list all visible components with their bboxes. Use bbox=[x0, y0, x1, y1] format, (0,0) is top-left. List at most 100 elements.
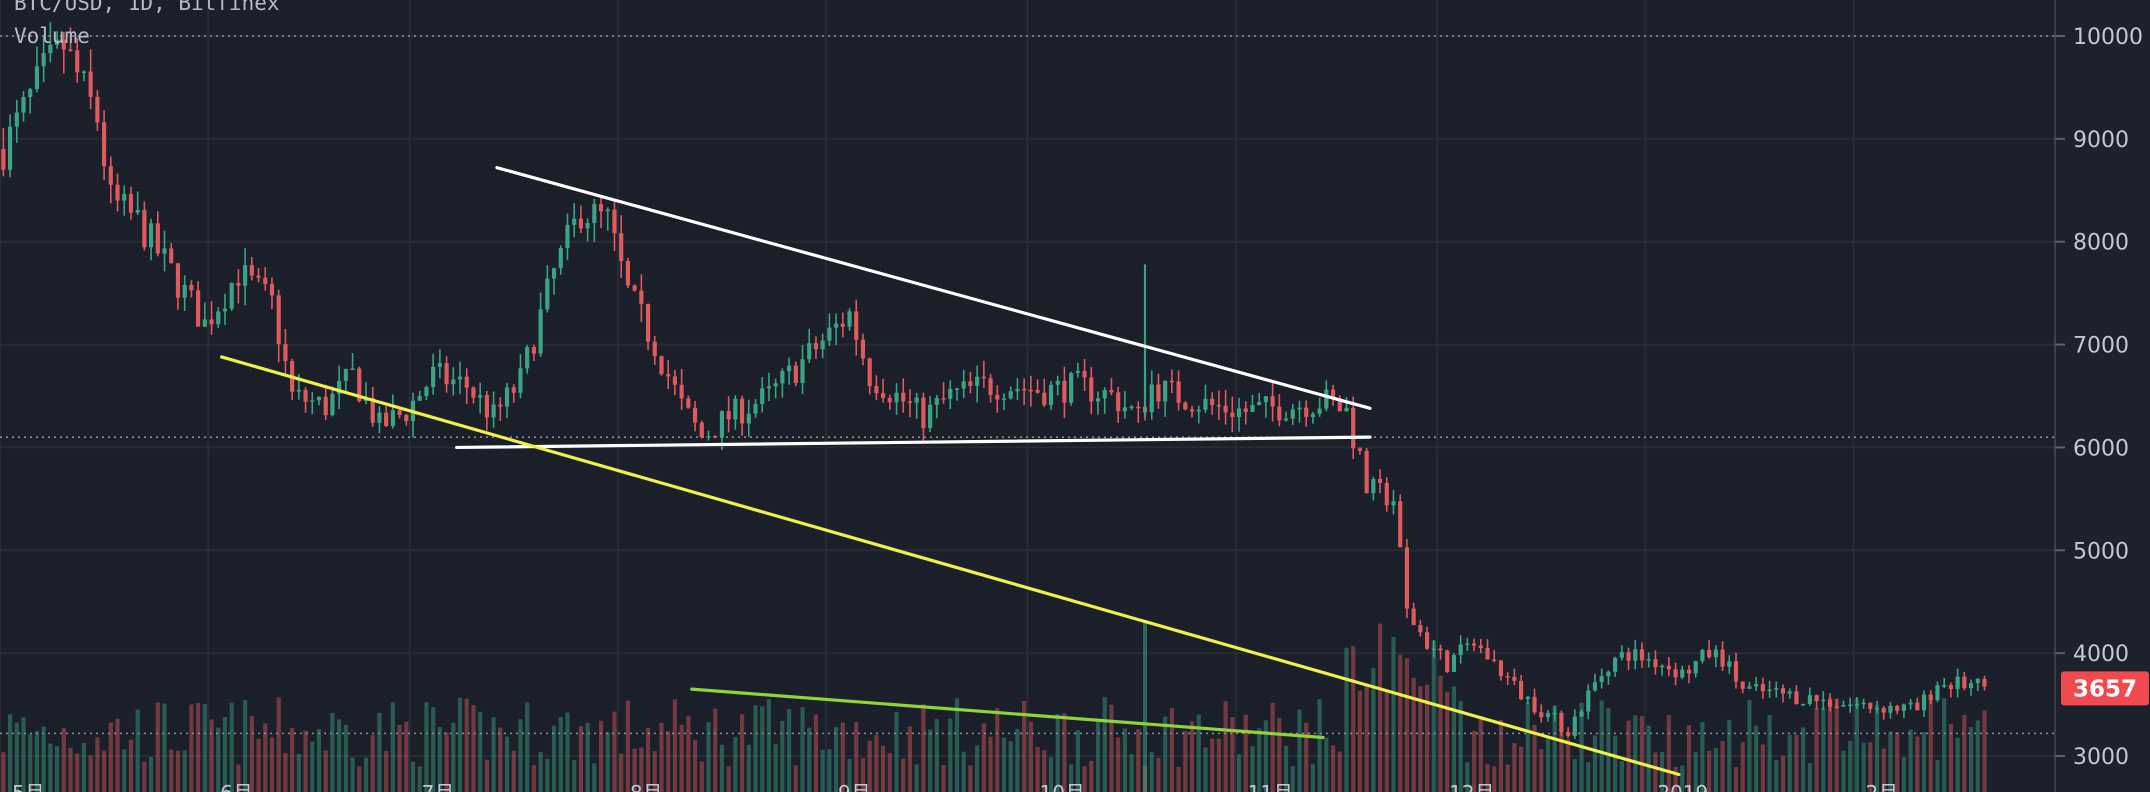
candle-body bbox=[572, 218, 577, 225]
candle-body bbox=[1935, 685, 1940, 701]
badge-box bbox=[2061, 671, 2149, 706]
volume-bar bbox=[1431, 640, 1436, 792]
candle-body bbox=[1982, 678, 1987, 687]
candle-body bbox=[874, 386, 879, 394]
trendline bbox=[495, 166, 1372, 410]
volume-bar bbox=[323, 750, 328, 792]
volume-bar bbox=[61, 727, 66, 792]
volume-bar bbox=[1109, 704, 1114, 792]
volume-bar bbox=[887, 753, 892, 792]
volume-bar bbox=[283, 753, 288, 792]
candle-body bbox=[1700, 649, 1705, 662]
candle-body bbox=[820, 340, 825, 350]
volume-bar bbox=[1129, 754, 1134, 792]
candle-body bbox=[860, 339, 866, 359]
axis-label: 5000 bbox=[2073, 539, 2129, 564]
axis-label: 8000 bbox=[2073, 231, 2129, 256]
volume-bar bbox=[269, 737, 275, 792]
volume-bar bbox=[1592, 735, 1598, 792]
candle-body bbox=[1069, 372, 1074, 403]
volume-bar bbox=[1404, 658, 1410, 792]
volume-bar bbox=[1183, 730, 1188, 792]
candle-body bbox=[1633, 649, 1638, 661]
volume-bar bbox=[404, 721, 409, 792]
volume-bar bbox=[1082, 766, 1087, 792]
volume-bar bbox=[1686, 725, 1692, 792]
volume-bar bbox=[1223, 701, 1228, 792]
volume-bar bbox=[169, 749, 174, 792]
candle-body bbox=[780, 371, 785, 384]
candle-body bbox=[988, 378, 993, 395]
candle-body bbox=[296, 389, 301, 392]
candle-body bbox=[142, 209, 147, 248]
candle-body bbox=[551, 268, 557, 279]
candle-body bbox=[343, 369, 348, 382]
candle-body bbox=[1042, 392, 1047, 406]
candle-body bbox=[1431, 648, 1436, 651]
volume-bar bbox=[558, 716, 563, 792]
candle-body bbox=[733, 398, 738, 420]
volume-bar bbox=[1666, 715, 1671, 792]
candle-body bbox=[7, 126, 13, 170]
candle-body bbox=[1129, 406, 1134, 409]
volume-bar bbox=[276, 697, 281, 792]
trendlines[interactable] bbox=[220, 166, 1681, 777]
axis-label: 10000 bbox=[2073, 25, 2143, 50]
candle-body bbox=[1559, 712, 1564, 732]
candle-body bbox=[135, 209, 140, 213]
candle-body bbox=[1297, 407, 1302, 410]
volume-bar bbox=[303, 730, 308, 792]
volume-bar bbox=[645, 727, 651, 792]
volume-bar bbox=[1552, 705, 1557, 792]
candle-body bbox=[787, 365, 792, 372]
volume-bar bbox=[1982, 710, 1987, 792]
volume-bar bbox=[1485, 764, 1490, 792]
candle-body bbox=[1720, 649, 1725, 667]
candle-body bbox=[1619, 652, 1624, 658]
candle-body bbox=[961, 381, 966, 389]
candle-body bbox=[1028, 389, 1033, 392]
candle-body bbox=[1861, 702, 1866, 705]
candle-body bbox=[1055, 380, 1060, 385]
candle-body bbox=[1888, 705, 1893, 713]
volume-bar bbox=[1572, 759, 1577, 792]
candle-body bbox=[1868, 702, 1873, 709]
volume-bar bbox=[840, 722, 845, 792]
candle-body bbox=[256, 275, 261, 278]
volume-bar bbox=[175, 750, 181, 792]
candle-body bbox=[975, 376, 980, 386]
volume-bar bbox=[155, 702, 160, 792]
volume-bar bbox=[854, 721, 859, 792]
candle-body bbox=[854, 311, 859, 340]
volume-bar bbox=[377, 712, 382, 792]
volume-bar bbox=[1283, 745, 1289, 792]
candle-body bbox=[1344, 407, 1349, 412]
volume-bar bbox=[1102, 697, 1107, 792]
volume-bar bbox=[1189, 721, 1195, 792]
time-axis[interactable]: 5月 6月 7月 8月 9月 10月 11月 12月 2019 2月 bbox=[12, 781, 1898, 792]
candle-body bbox=[269, 283, 275, 296]
candle-body bbox=[34, 66, 40, 90]
candle-body bbox=[1398, 501, 1403, 548]
volume-bar bbox=[921, 704, 926, 792]
time-axis-label: 6月 bbox=[220, 781, 253, 792]
volume-bar bbox=[813, 714, 819, 792]
candle-body bbox=[699, 422, 704, 438]
volume-bar bbox=[1512, 743, 1517, 792]
volume-bar bbox=[1619, 761, 1624, 792]
candle-body bbox=[1290, 409, 1295, 419]
candle-body bbox=[1928, 694, 1933, 701]
candle-body bbox=[1532, 696, 1537, 713]
volume-bar bbox=[1505, 764, 1510, 792]
candle-body bbox=[1035, 389, 1040, 393]
volume-bar bbox=[1861, 742, 1866, 792]
volume-bar bbox=[424, 702, 429, 792]
candle-body bbox=[357, 368, 362, 402]
candle-body bbox=[1854, 704, 1859, 706]
volume-bar bbox=[1713, 748, 1718, 792]
volume-bar bbox=[538, 752, 543, 792]
trendline bbox=[455, 435, 1372, 450]
grid bbox=[0, 0, 2055, 792]
price-axis[interactable]: 3000 4000 5000 6000 7000 8000 9000 10000 bbox=[2054, 0, 2150, 792]
